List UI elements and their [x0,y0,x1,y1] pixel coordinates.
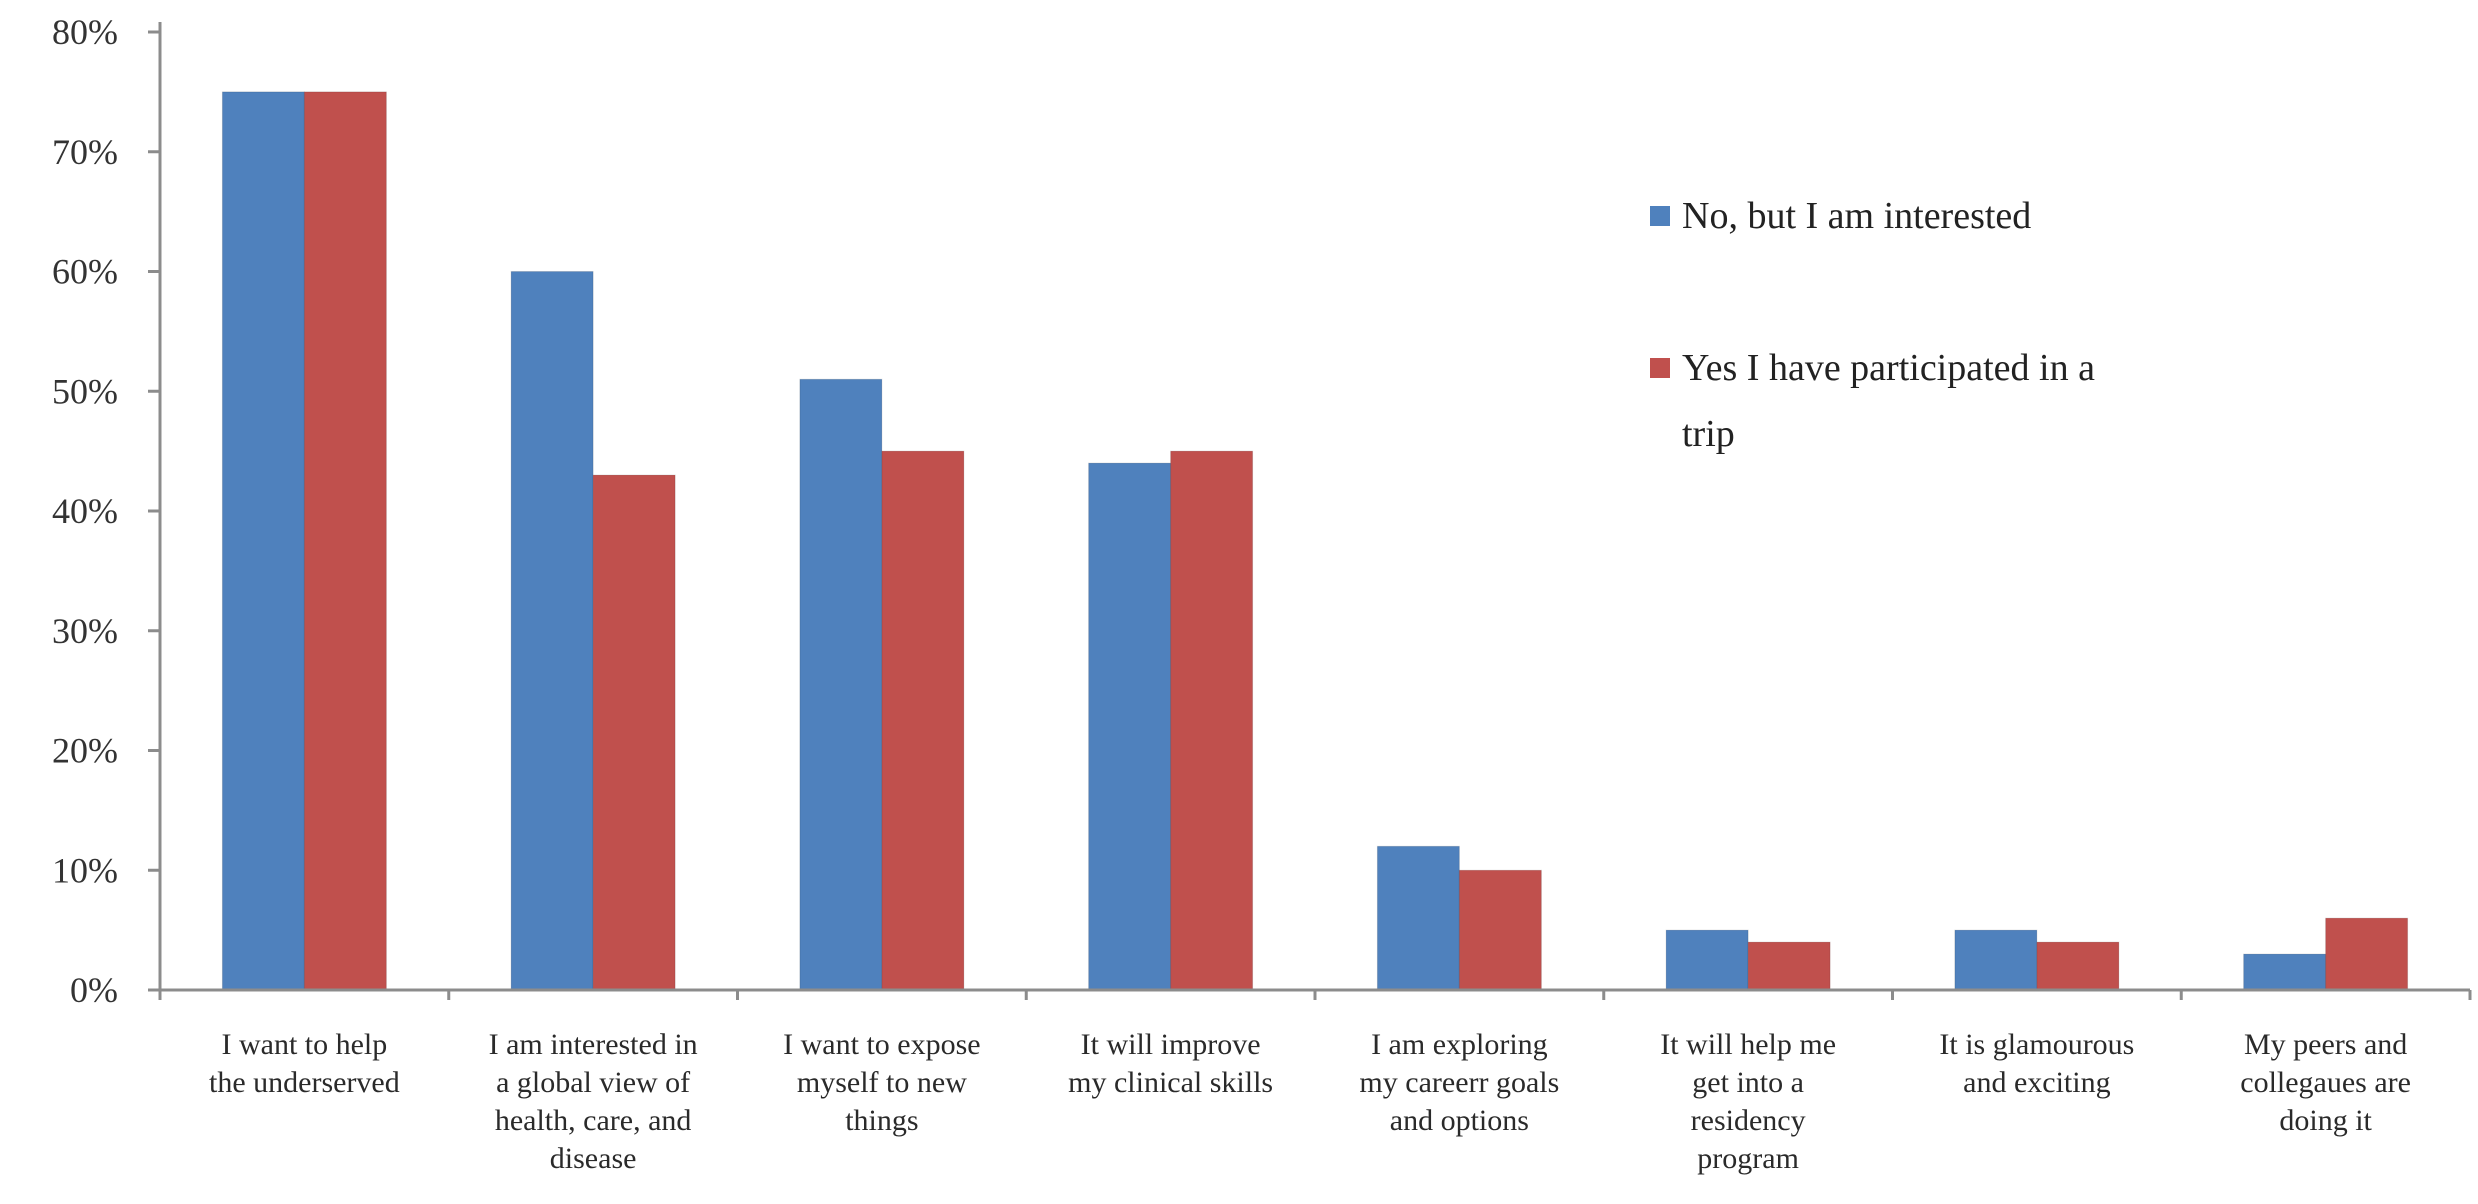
x-category-label-line: I want to help [221,1028,387,1061]
x-category-label-line: disease [550,1142,637,1175]
y-tick-label: 30% [52,611,118,651]
y-tick-label: 20% [52,731,118,771]
axes-group [148,22,2472,1000]
x-category-label: My peers and collegaues are doing it [2240,1028,2411,1137]
y-tick-label: 80% [52,12,118,52]
bar-series-1-category-2 [510,271,594,991]
y-tick-label: 40% [52,491,118,531]
bar-series-2-category-5 [1458,869,1542,991]
y-axis-ticks: 0% 10% 20% 30% 40% 50% 60% 70% 80% [52,12,118,1010]
legend-swatch-series-1 [1650,206,1670,226]
x-category-label: It is glamourous and exciting [1939,1028,2134,1099]
x-category-label-line: my careerr goals [1359,1066,1559,1099]
y-tick-label: 0% [70,970,118,1010]
x-category-label-line: I want to expose [783,1028,980,1061]
x-category-label: I want to expose myself to new things [783,1028,980,1137]
x-category-label-line: the underserved [209,1066,400,1099]
x-category-label-line: things [845,1104,918,1137]
bar-series-1-category-1 [221,91,305,991]
x-category-label-line: collegaues are [2240,1066,2411,1099]
y-tick-label: 10% [52,850,118,890]
x-category-label-line: my clinical skills [1068,1066,1273,1099]
x-category-label-line: I am exploring [1371,1028,1548,1061]
x-category-label: It will help me get into a residency progra… [1660,1028,1836,1175]
legend-label-line: No, but I am interested [1682,195,2031,237]
bar-series-2-category-3 [881,450,965,991]
x-category-label-line: myself to new [797,1066,967,1099]
bar-series-2-category-1 [303,91,387,991]
x-category-label-line: residency [1691,1104,1806,1137]
bars-group [221,91,2409,991]
x-category-label-line: It will improve [1081,1028,1261,1061]
legend-label-line: Yes I have participated in a [1682,347,2095,389]
x-category-label-line: get into a [1692,1066,1804,1099]
bar-series-2-category-7 [2036,941,2120,991]
bar-series-2-category-8 [2325,917,2409,991]
y-tick-label: 60% [52,252,118,292]
bar-series-1-category-6 [1665,929,1749,991]
x-category-label: I want to help the underserved [209,1028,400,1099]
bar-series-1-category-8 [2243,953,2327,991]
y-tick-label: 50% [52,371,118,411]
x-category-label-line: and options [1390,1104,1529,1137]
bar-series-2-category-6 [1747,941,1831,991]
legend-swatch-series-2 [1650,358,1670,378]
x-axis-labels: I want to help the underserved I am intere… [209,1028,2411,1175]
x-category-label: It will improve my clinical skills [1068,1028,1273,1099]
bar-series-2-category-4 [1170,450,1254,991]
y-tick-label: 70% [52,132,118,172]
x-category-label-line: doing it [2279,1104,2372,1137]
x-category-label-line: It is glamourous [1939,1028,2134,1061]
bar-series-1-category-5 [1376,845,1460,991]
x-category-label-line: It will help me [1660,1028,1836,1061]
legend: No, but I am interested Yes I have partic… [1650,195,2095,455]
bar-series-2-category-2 [592,474,676,991]
x-category-label-line: a global view of [496,1066,690,1099]
x-category-label: I am interested in a global view of health… [489,1028,698,1175]
bar-series-1-category-7 [1954,929,2038,991]
bar-series-1-category-3 [799,378,883,991]
legend-label-line: trip [1682,413,1735,455]
x-category-label-line: My peers and [2244,1028,2407,1061]
x-category-label-line: health, care, and [495,1104,692,1137]
x-category-label-line: and exciting [1963,1066,2110,1099]
legend-label-series-1: No, but I am interested [1682,195,2031,237]
x-category-label-line: program [1697,1142,1799,1175]
legend-label-series-2: Yes I have participated in a trip [1682,347,2095,455]
x-category-label: I am exploring my careerr goals and option… [1359,1028,1559,1137]
x-category-label-line: I am interested in [489,1028,698,1061]
bar-series-1-category-4 [1088,462,1172,991]
